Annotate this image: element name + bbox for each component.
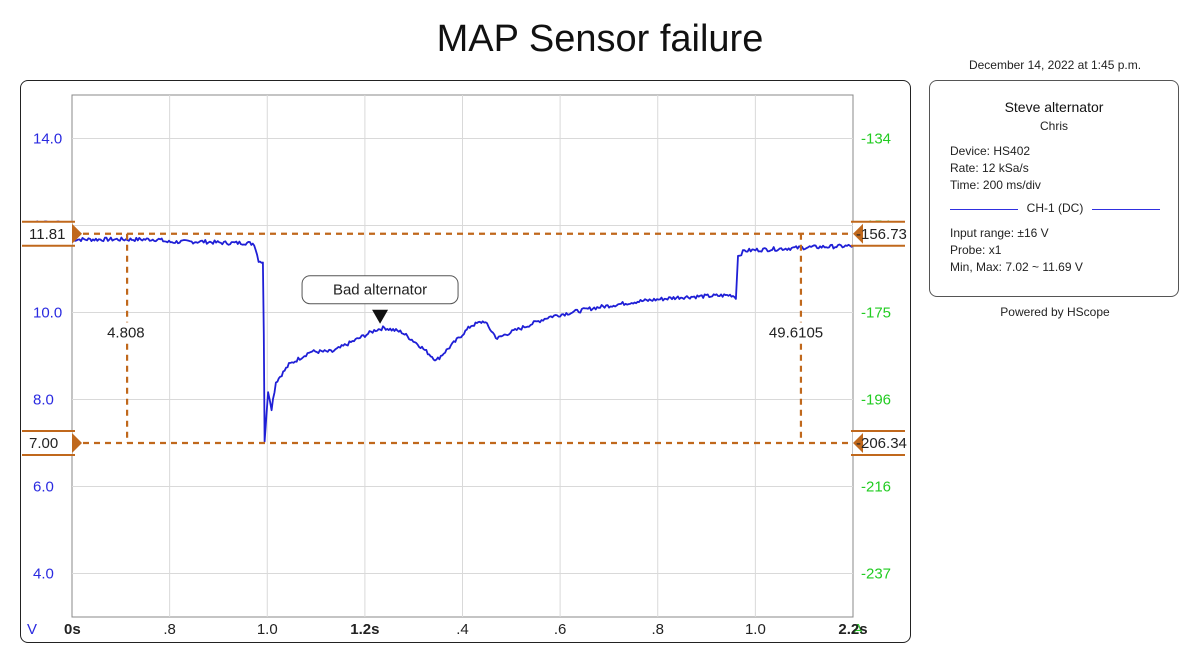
cursor-top-right-handle-arrow <box>853 223 863 244</box>
cursor-bottom-left-handle-value: 7.00 <box>29 435 58 452</box>
x-tick-label: .8 <box>651 621 664 638</box>
cursor-top-left-handle-arrow <box>72 223 82 244</box>
rate-label: Rate: 12 kSa/s <box>950 161 1029 175</box>
cursor-right-label-bg <box>764 322 827 343</box>
annotation-pointer <box>372 309 389 324</box>
x-tick-label: 2.2s <box>838 621 867 638</box>
channel-legend-label: CH-1 (DC) <box>1026 201 1084 215</box>
powered-by: Powered by HScope <box>1000 305 1110 319</box>
y2-unit-label: A <box>853 621 863 638</box>
x-tick-label: 1.0 <box>745 621 766 638</box>
y2-tick-label: -175 <box>861 305 891 322</box>
y2-tick-label: -237 <box>861 566 891 583</box>
cursor-left-label: 4.808 <box>107 324 145 341</box>
y2-tick-label: -216 <box>861 479 891 496</box>
cursor-top-left-handle-bg <box>22 221 72 246</box>
x-tick-label: .6 <box>554 621 567 638</box>
cursor-bottom-right-handle-arrow <box>853 433 863 453</box>
channel-legend-line-right <box>1092 209 1160 210</box>
minmax-label: Min, Max: 7.02 ~ 11.69 V <box>950 260 1083 274</box>
y-tick-label: 4.0 <box>33 566 54 583</box>
x-tick-label: .8 <box>163 621 176 638</box>
channel-legend: CH-1 (DC) <box>950 201 1160 217</box>
device-label: Device: HS402 <box>950 144 1031 158</box>
cursor-right-label: 49.6105 <box>769 324 823 341</box>
y-tick-label: 6.0 <box>33 479 54 496</box>
capture-timestamp: December 14, 2022 at 1:45 p.m. <box>968 58 1142 72</box>
cursor-bottom-left-handle-bg <box>22 431 72 455</box>
cursor-top-right-handle-value: -156.73 <box>856 226 907 243</box>
scope-chart-panel[interactable]: 14.0-13412.0-15410.0-1758.0-1966.0-2164.… <box>20 80 911 643</box>
input-range-label: Input range: ±16 V <box>950 226 1049 240</box>
capture-author: Chris <box>1039 119 1068 133</box>
x-tick-label: 0s <box>64 621 81 638</box>
y-tick-label: 14.0 <box>33 131 62 148</box>
capture-info-card: Steve alternator Chris Device: HS402 Rat… <box>929 80 1179 297</box>
capture-name: Steve alternator <box>1004 99 1104 115</box>
cursor-top-left-handle-value: 11.81 <box>29 226 65 243</box>
y-unit-label: V <box>27 621 37 638</box>
annotation-text: Bad alternator <box>333 282 427 299</box>
y2-tick-label: -134 <box>861 131 891 148</box>
cursor-bottom-right-handle-value: -206.34 <box>856 435 907 452</box>
chart-title: MAP Sensor failure <box>436 18 764 60</box>
y-tick-label: 10.0 <box>33 305 62 322</box>
cursor-bottom-left-handle-arrow <box>72 433 82 453</box>
x-tick-label: 1.2s <box>350 621 379 638</box>
x-tick-label: .4 <box>456 621 469 638</box>
x-tick-label: 1.0 <box>257 621 278 638</box>
y-tick-label: 8.0 <box>33 392 54 409</box>
annotation-bubble <box>301 275 459 305</box>
probe-label: Probe: x1 <box>950 243 1002 257</box>
timebase-label: Time: 200 ms/div <box>950 178 1041 192</box>
channel-legend-line-left <box>950 209 1018 210</box>
scope-plot[interactable]: 14.0-13412.0-15410.0-1758.0-1966.0-2164.… <box>21 81 910 642</box>
cursor-left-label-bg <box>103 322 156 343</box>
signal-trace <box>71 236 854 443</box>
y2-tick-label: -196 <box>861 392 891 409</box>
